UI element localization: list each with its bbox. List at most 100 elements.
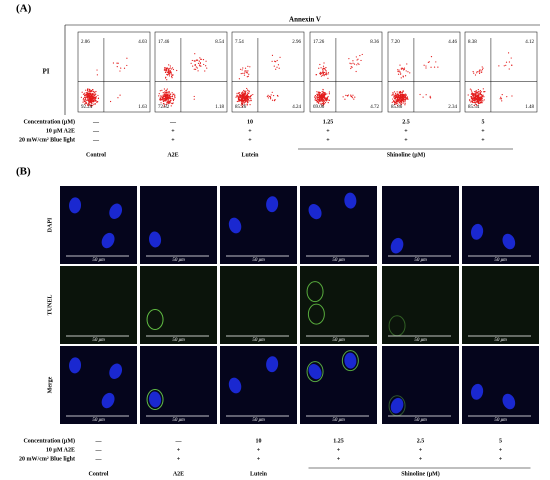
event-dot [248, 100, 250, 102]
panel-label: (B) [16, 166, 31, 178]
treatment-cell: 2.5 [402, 119, 410, 125]
event-dot [85, 92, 87, 94]
event-dot [406, 96, 409, 98]
event-dot [250, 100, 252, 102]
x-axis-label: Annexin V [289, 16, 321, 24]
event-dot [345, 94, 347, 96]
event-dot [481, 66, 483, 68]
event-dot [323, 75, 325, 77]
event-dot [170, 68, 173, 70]
event-dot [393, 100, 396, 103]
event-dot [169, 100, 171, 102]
treatment-cell: + [419, 456, 423, 462]
event-dot [430, 66, 432, 68]
event-dot [158, 93, 160, 95]
event-dot [477, 91, 479, 93]
flow-plot: 17.26 8.36 69.06 4.72 [309, 31, 383, 113]
quadrant-value: 2.06 [81, 40, 90, 45]
scale-bar-label: 50 μm [252, 338, 265, 343]
image-bg [140, 186, 217, 264]
event-dot [276, 59, 278, 62]
treatment-cell: 5 [499, 438, 502, 444]
event-dot [162, 92, 164, 94]
event-dot [241, 93, 243, 95]
event-dot [193, 68, 195, 70]
event-dot [171, 74, 173, 76]
quadrant-value: 4.12 [525, 40, 534, 45]
event-dot [399, 92, 401, 94]
event-dot [325, 66, 327, 69]
event-dot [93, 94, 95, 96]
event-dot [473, 72, 475, 74]
event-dot [168, 75, 171, 77]
event-dot [198, 64, 201, 66]
event-dot [320, 102, 322, 104]
event-dot [396, 94, 398, 96]
event-dot [91, 93, 94, 96]
tunel-signal [146, 308, 164, 330]
event-dot [399, 100, 401, 103]
event-dot [476, 71, 478, 73]
event-dot [398, 69, 400, 71]
event-dot [199, 57, 201, 59]
event-dot [167, 91, 169, 93]
event-dot [470, 96, 472, 98]
nucleus [149, 391, 162, 408]
event-dot [168, 64, 170, 66]
micrograph: 50 μm [300, 186, 377, 264]
nucleus [502, 393, 516, 410]
event-dot [166, 67, 169, 69]
event-dot [240, 104, 242, 106]
event-dot [203, 63, 205, 66]
event-dot [247, 100, 249, 102]
event-dot [166, 97, 168, 99]
event-dot [397, 73, 400, 75]
row-label: 20 mW/cm² Blue light [19, 456, 75, 462]
event-dot [393, 91, 396, 93]
event-dot [404, 93, 406, 95]
event-dot [314, 99, 316, 101]
event-dot [474, 93, 477, 95]
event-dot [353, 98, 355, 100]
event-dot [315, 74, 317, 76]
event-dot [275, 68, 277, 70]
event-dot [473, 93, 475, 95]
event-dot [401, 91, 403, 94]
event-dot [325, 74, 328, 76]
event-dot [167, 70, 169, 72]
event-dot [249, 95, 252, 97]
event-dot [394, 99, 396, 101]
event-dot [90, 94, 92, 96]
scale-bar-label: 50 μm [252, 418, 265, 423]
event-dot [123, 67, 126, 69]
event-dot [481, 99, 483, 101]
event-dot [205, 65, 207, 67]
tunel-signal [307, 303, 325, 325]
row-label: Merge [47, 376, 53, 393]
tunel-signal [146, 388, 164, 410]
flow-plot: 7.54 2.96 85.26 4.24 [231, 31, 305, 113]
event-dot [171, 95, 174, 97]
event-dot [164, 98, 166, 100]
treatment-cell: 10 [247, 119, 253, 125]
treatment-cell: + [404, 137, 408, 143]
quadrant-value: 4.03 [138, 40, 147, 45]
treatment-cell: + [248, 128, 252, 134]
event-dot [506, 96, 508, 98]
event-dot [202, 58, 205, 61]
event-dot [322, 74, 324, 77]
event-dot [174, 97, 176, 99]
event-dot [191, 59, 193, 62]
event-dot [395, 103, 398, 105]
event-dot [317, 96, 320, 99]
event-dot [245, 95, 247, 97]
event-dot [473, 91, 476, 93]
event-dot [244, 93, 246, 95]
event-dot [397, 94, 399, 96]
quadrant-value: 4.72 [370, 105, 379, 110]
event-dot [428, 61, 430, 63]
event-dot [503, 65, 505, 67]
event-dot [84, 96, 86, 99]
event-dot [394, 94, 396, 96]
